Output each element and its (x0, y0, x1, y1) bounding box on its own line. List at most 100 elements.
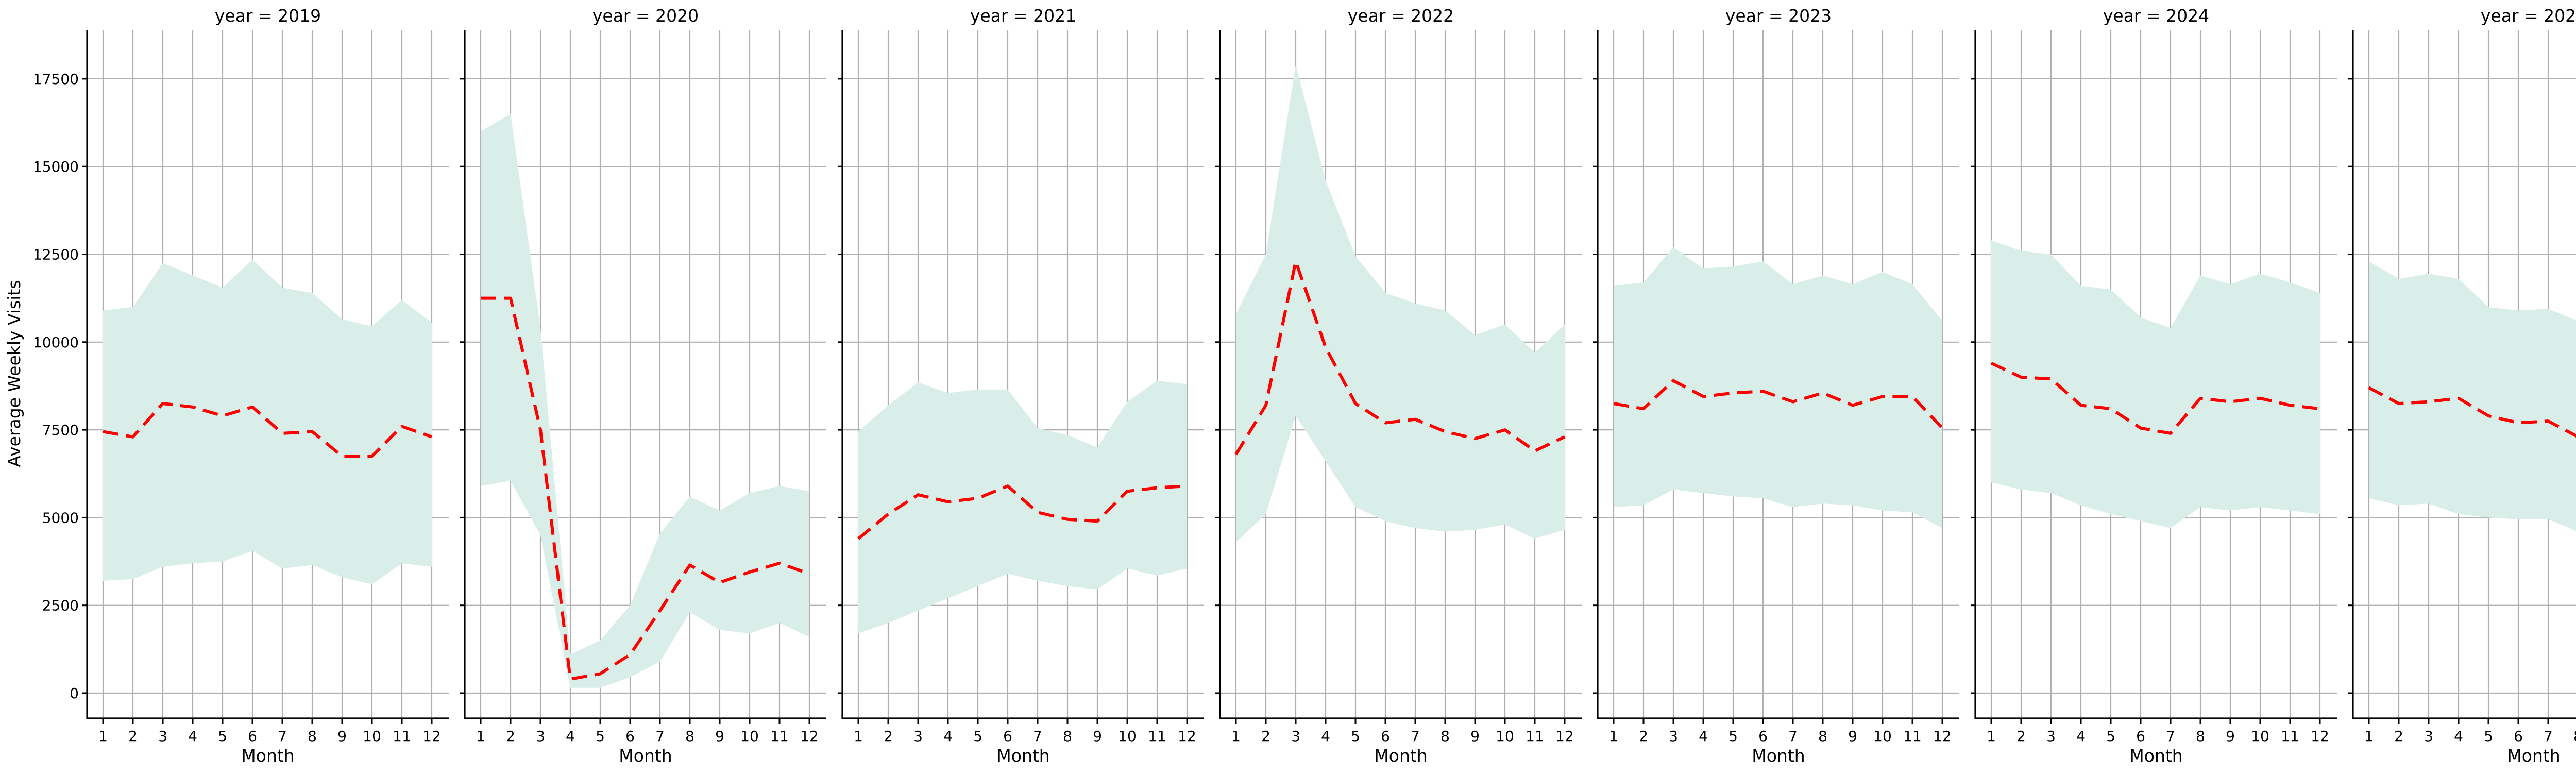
percentile-band (1614, 247, 1942, 528)
x-tick-label: 7 (655, 728, 665, 745)
x-tick-label: 10 (363, 728, 381, 745)
x-tick-label: 5 (1351, 728, 1360, 745)
facet-title-2022: year = 2022 (1348, 6, 1454, 26)
x-tick-label: 12 (1555, 728, 1574, 745)
x-tick-label: 8 (1818, 728, 1827, 745)
facet-title-2020: year = 2020 (592, 6, 699, 26)
x-tick-label: 10 (740, 728, 759, 745)
x-tick-label: 1 (2364, 728, 2374, 745)
x-tick-label: 6 (1003, 728, 1012, 745)
x-tick-label: 2 (128, 728, 138, 745)
x-tick-label: 7 (278, 728, 287, 745)
x-tick-label: 8 (1063, 728, 1072, 745)
y-axis-label: Average Weekly Visits (4, 280, 24, 467)
median-line (857, 484, 1188, 540)
x-tick-label: 5 (218, 728, 227, 745)
x-tick-label: 8 (2573, 728, 2576, 745)
x-tick-label: 6 (2136, 728, 2145, 745)
facet-title-2024: year = 2024 (2103, 6, 2209, 26)
y-tick-label: 15000 (33, 158, 79, 175)
facet-title-2025: year = 2025 (2481, 6, 2576, 26)
x-tick-label: 8 (2196, 728, 2205, 745)
x-tick-label: 4 (943, 728, 953, 745)
x-axis-label: Month (1752, 746, 1805, 766)
percentile-band (858, 380, 1187, 634)
x-tick-label: 8 (685, 728, 694, 745)
y-tick-label: 0 (70, 685, 79, 702)
x-tick-label: 8 (308, 728, 317, 745)
x-tick-label: 4 (566, 728, 575, 745)
x-tick-label: 7 (1411, 728, 1420, 745)
y-tick-label: 5000 (42, 509, 79, 526)
x-tick-label: 9 (1848, 728, 1857, 745)
x-tick-label: 1 (1987, 728, 1996, 745)
x-tick-label: 5 (973, 728, 982, 745)
x-tick-label: 3 (913, 728, 923, 745)
x-tick-label: 6 (1381, 728, 1390, 745)
x-tick-label: 11 (1148, 728, 1166, 745)
facet-title-2023: year = 2023 (1725, 6, 1832, 26)
x-tick-label: 1 (854, 728, 863, 745)
y-tick-label: 2500 (42, 597, 79, 614)
x-tick-label: 9 (337, 728, 347, 745)
x-tick-label: 1 (1231, 728, 1241, 745)
y-tick-label: 17500 (33, 71, 79, 88)
x-tick-label: 12 (422, 728, 441, 745)
x-tick-label: 3 (2046, 728, 2056, 745)
x-tick-label: 2 (2016, 728, 2026, 745)
median-line (481, 296, 810, 681)
x-tick-label: 10 (1118, 728, 1137, 745)
x-axis-label: Month (1374, 746, 1427, 766)
x-tick-label: 9 (2226, 728, 2235, 745)
x-tick-label: 11 (2281, 728, 2299, 745)
x-tick-label: 12 (1178, 728, 1196, 745)
x-tick-label: 6 (1758, 728, 1768, 745)
x-tick-label: 2 (1639, 728, 1648, 745)
x-tick-label: 5 (1728, 728, 1738, 745)
x-tick-label: 4 (2076, 728, 2086, 745)
x-tick-label: 6 (248, 728, 257, 745)
x-tick-label: 11 (1526, 728, 1544, 745)
percentile-band (1991, 240, 2320, 528)
x-tick-label: 2 (884, 728, 893, 745)
x-tick-label: 12 (1933, 728, 1952, 745)
x-axis-label: Month (996, 746, 1049, 766)
x-tick-label: 12 (2311, 728, 2329, 745)
y-tick-label: 10000 (33, 334, 79, 351)
median-line (1990, 361, 2320, 435)
x-tick-label: 5 (2484, 728, 2493, 745)
y-tick-label: 7500 (42, 422, 79, 439)
x-tick-label: 6 (625, 728, 635, 745)
x-axis-label: Month (241, 746, 294, 766)
x-tick-label: 3 (158, 728, 167, 745)
x-tick-label: 12 (800, 728, 819, 745)
x-tick-label: 3 (536, 728, 545, 745)
median-line (103, 402, 432, 458)
facet-title-2019: year = 2019 (215, 6, 321, 26)
x-tick-label: 4 (1699, 728, 1708, 745)
x-tick-label: 3 (1291, 728, 1300, 745)
x-tick-label: 4 (1321, 728, 1330, 745)
x-tick-label: 10 (2251, 728, 2269, 745)
x-tick-label: 8 (1440, 728, 1450, 745)
x-tick-label: 7 (2544, 728, 2553, 745)
median-line (1234, 260, 1566, 456)
x-axis-label: Month (619, 746, 672, 766)
x-tick-label: 1 (1609, 728, 1618, 745)
x-tick-label: 3 (2424, 728, 2433, 745)
x-tick-label: 5 (2106, 728, 2115, 745)
x-tick-label: 9 (1093, 728, 1102, 745)
x-tick-label: 2 (2394, 728, 2403, 745)
percentile-band (2369, 261, 2576, 531)
x-tick-label: 7 (1788, 728, 1798, 745)
x-tick-label: 1 (476, 728, 485, 745)
x-tick-label: 7 (2166, 728, 2175, 745)
x-tick-label: 3 (1669, 728, 1678, 745)
x-tick-label: 6 (2514, 728, 2523, 745)
median-line (2368, 386, 2576, 438)
